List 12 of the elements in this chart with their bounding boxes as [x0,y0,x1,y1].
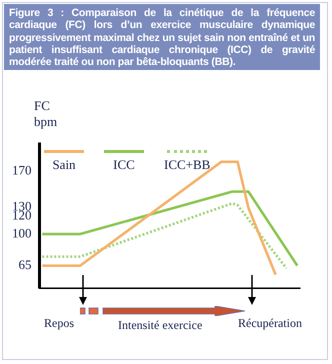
y-tick-label: 65 [18,257,32,272]
chart-title: Figure 3 : Comparaison de la cinétique de la fréquence cardiaque (FC) lors d’un exercice musculaire dynamique progressivement maximal chez un sujet sain non entraîné et un patient insuffisant cardiaque chronique (ICC) de gravité modérée traité ou non par bêta-bloquants (BB). [4,4,320,70]
legend-label: Sain [52,157,76,173]
legend-label: ICC [113,157,135,173]
y-tick-label: 100 [12,225,32,240]
legend-label: ICC+BB [164,157,210,173]
y-axis-title: FC bpm [34,98,58,130]
line-series [40,202,288,270]
y-tick-label: 170 [12,162,32,178]
text: Intensité exercice [118,318,202,333]
text: Repos [44,316,74,331]
text: Récupération [238,316,302,331]
